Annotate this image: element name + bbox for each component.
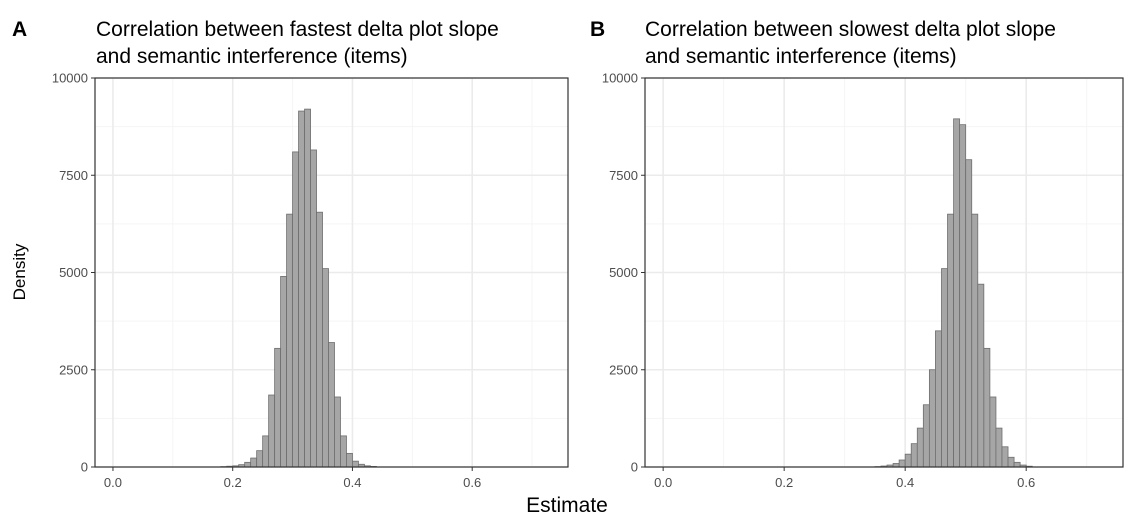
panel-b-x-tick-label: 0.6	[1017, 475, 1035, 490]
panel-b: B Correlation between slowest delta plot…	[590, 18, 1124, 491]
histogram-bar	[262, 435, 270, 468]
panel-a-x-tick-label: 0.6	[463, 475, 481, 490]
histogram-bar	[328, 342, 335, 468]
histogram-bar	[274, 347, 282, 468]
histogram-bar	[953, 118, 961, 468]
histogram-bar	[250, 457, 258, 468]
panel-a-x-tick-label: 0.2	[224, 475, 242, 490]
panel-b-grid	[645, 77, 1123, 468]
histogram-bar	[298, 110, 305, 468]
histogram-bar	[928, 369, 936, 468]
histogram-bar	[977, 283, 985, 468]
panel-a-x-tick-label: 0.0	[104, 475, 122, 490]
histogram-bar	[904, 453, 912, 468]
histogram-bar	[316, 211, 323, 468]
panel-b-y-tick-label: 5000	[609, 265, 638, 280]
panel-b-x-tick-label: 0.2	[775, 475, 793, 490]
histogram-bar	[922, 404, 930, 468]
panel-a-tag: A	[12, 18, 27, 41]
histogram-bar	[1001, 446, 1009, 468]
histogram-bar	[971, 213, 979, 468]
panel-b-x-tick-label: 0.0	[654, 475, 672, 490]
panel-a-bars	[220, 108, 377, 468]
x-axis-title: Estimate	[526, 494, 608, 517]
panel-b-tag: B	[590, 18, 605, 41]
histogram-bar	[286, 213, 293, 468]
histogram-bar	[989, 396, 997, 468]
histogram-bar	[935, 330, 942, 468]
histogram-bar	[304, 108, 311, 468]
histogram-bar	[280, 275, 287, 468]
histogram-bar	[983, 347, 991, 468]
histogram-bar	[916, 427, 924, 468]
panel-b-bars	[874, 118, 1033, 468]
panel-b-y-tick-label: 2500	[609, 362, 638, 377]
histogram-bar	[346, 452, 353, 468]
panel-a-y-tick-label: 7500	[59, 168, 88, 183]
panel-b-y-tick-label: 0	[631, 460, 638, 475]
histogram-bar	[898, 459, 906, 468]
panel-b-x-tick-label: 0.4	[896, 475, 914, 490]
panel-b-title-line-1: Correlation between slowest delta plot s…	[645, 18, 1056, 41]
panel-b-title-line-2: and semantic interference (items)	[645, 45, 957, 68]
panel-a-y-tick-label: 0	[81, 460, 88, 475]
y-axis-title: Density	[10, 243, 29, 300]
panel-b-axes: 0.0 0.2 0.4 0.6 0 2500 5000 7500 10000	[602, 71, 1035, 491]
histogram-bar	[995, 427, 1003, 468]
histogram-bar	[322, 268, 329, 468]
histogram-bar	[268, 394, 276, 468]
histogram-bar	[959, 124, 967, 468]
panel-a-title-line-2: and semantic interference (items)	[96, 45, 408, 68]
panel-a-y-tick-label: 10000	[52, 71, 88, 86]
histogram-bar	[352, 460, 359, 468]
histogram-bar	[244, 461, 252, 468]
histogram-bar	[947, 213, 954, 468]
histogram-bar	[910, 443, 918, 468]
panel-a-y-tick-label: 2500	[59, 362, 88, 377]
panel-a-y-tick-label: 5000	[59, 265, 88, 280]
histogram-bar	[941, 268, 948, 468]
histogram-bar	[965, 159, 973, 468]
panel-b-y-tick-label: 7500	[609, 168, 638, 183]
panel-b-y-tick-label: 10000	[602, 71, 638, 86]
histogram-bar	[1013, 461, 1021, 468]
panel-a-axes: 0.0 0.2 0.4 0.6 0 2500 5000 7500 10000	[52, 71, 481, 491]
histogram-bar	[340, 435, 347, 468]
panel-a: A Correlation between fastest delta plot…	[12, 18, 569, 491]
panel-a-title-line-1: Correlation between fastest delta plot s…	[96, 18, 499, 41]
histogram-bar	[1007, 456, 1015, 468]
histogram-bar	[334, 396, 341, 468]
histogram-bar	[310, 149, 317, 468]
panel-a-x-tick-label: 0.4	[343, 475, 361, 490]
histogram-bar	[256, 450, 264, 468]
histogram-bar	[292, 151, 299, 468]
